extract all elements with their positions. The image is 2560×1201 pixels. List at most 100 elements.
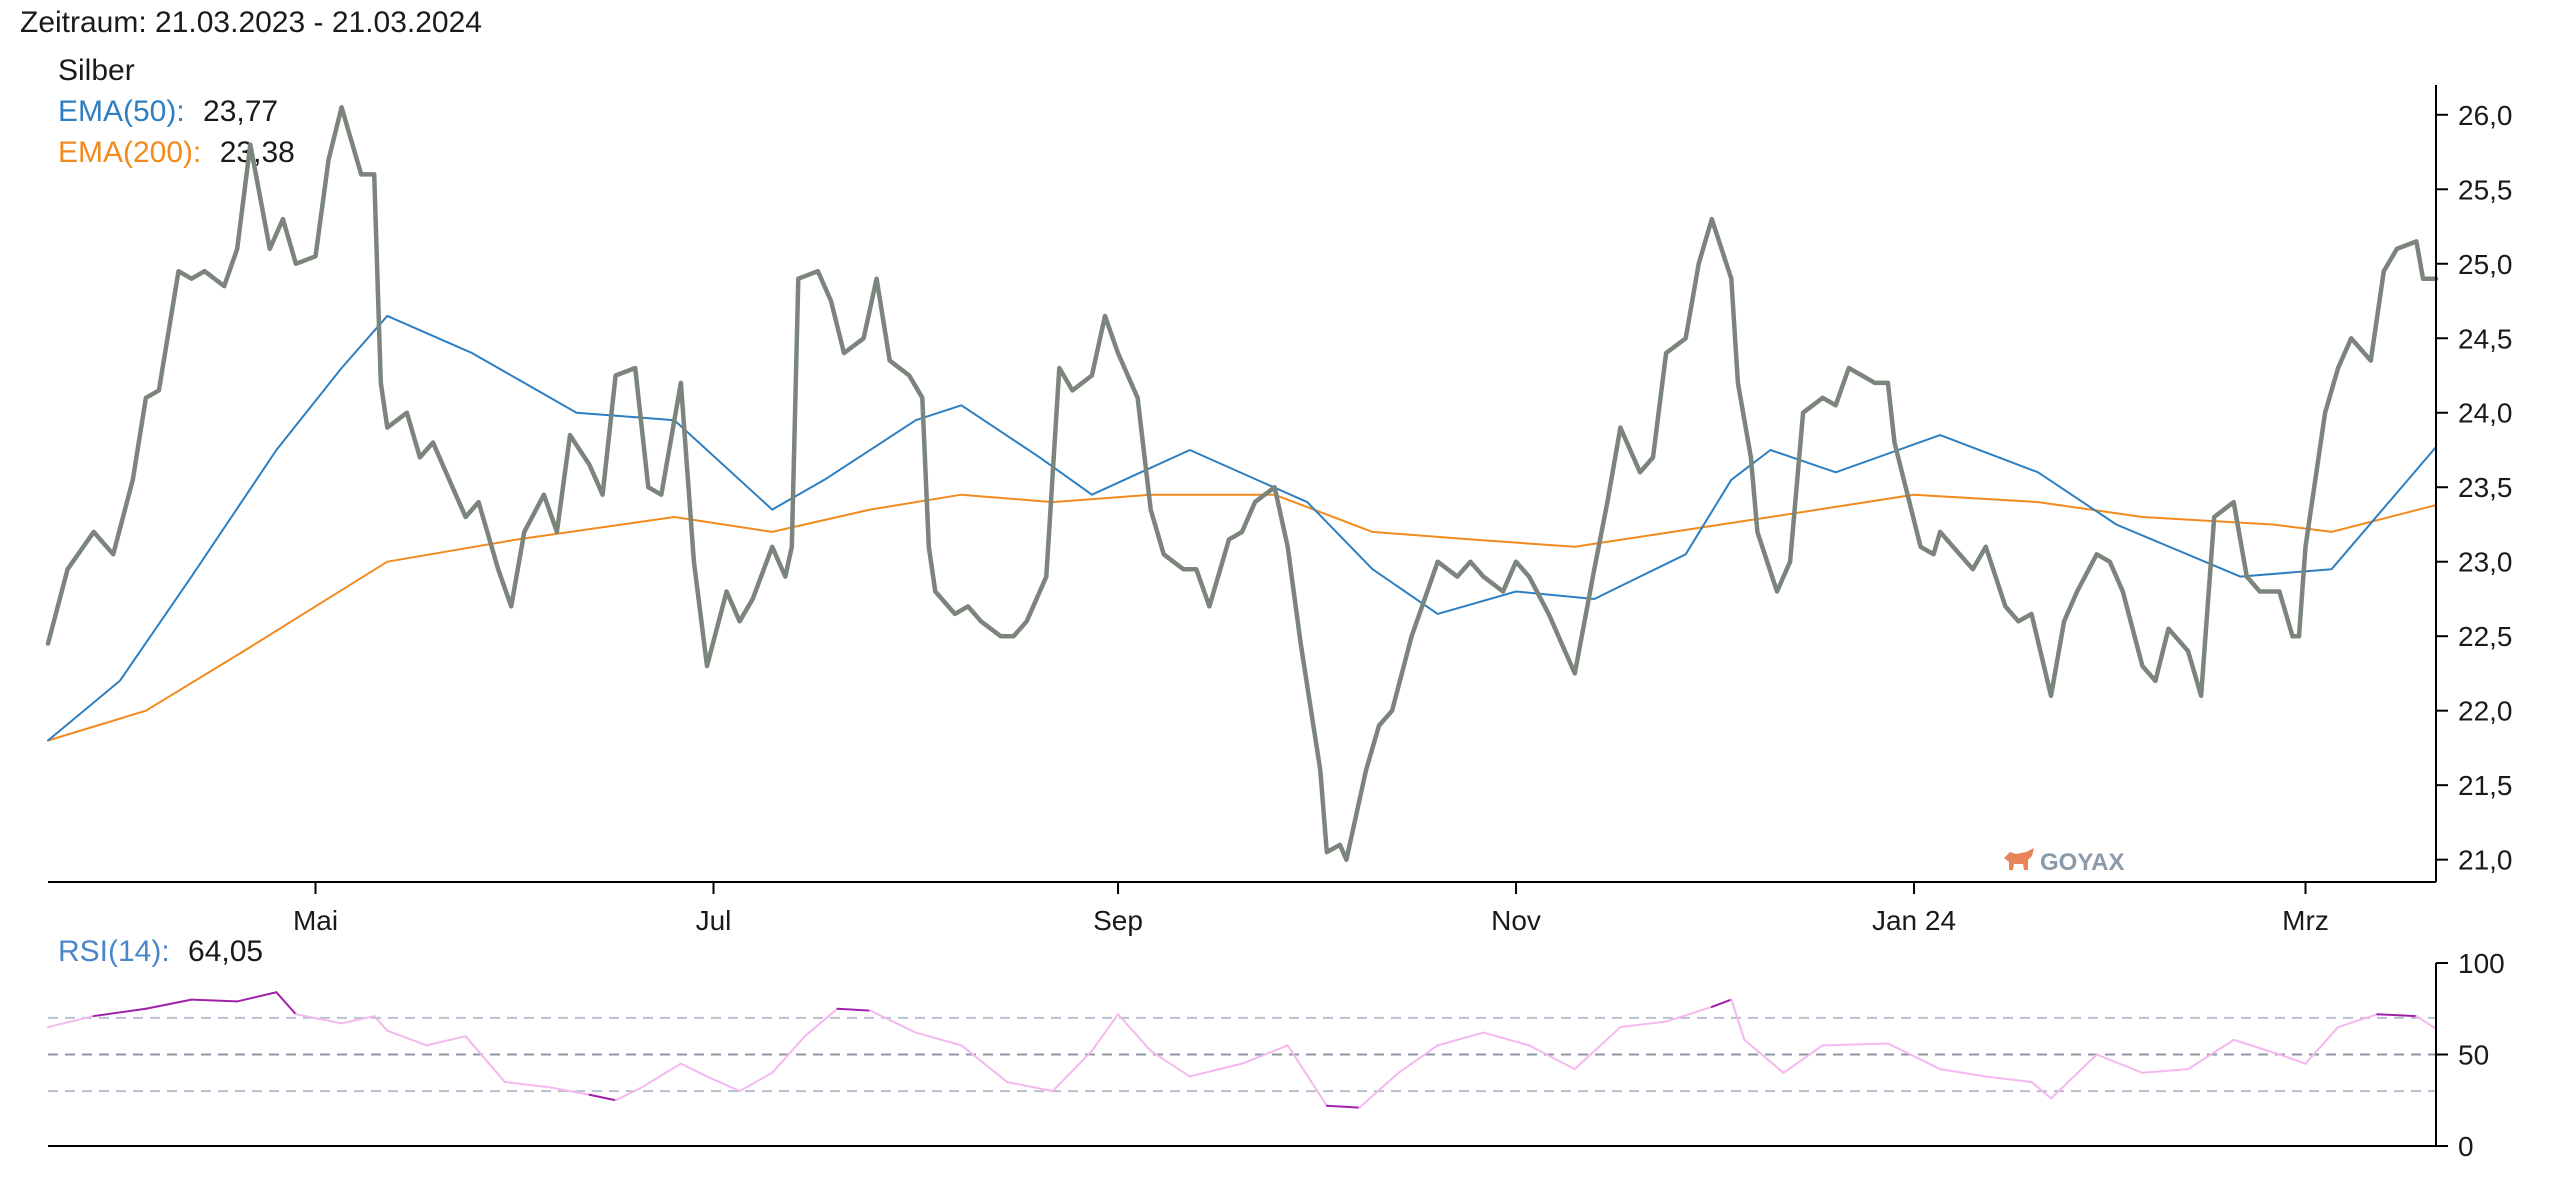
rsi-line-segment <box>869 1009 917 1034</box>
rsi-line-segment <box>275 991 297 1016</box>
asset-name: Silber <box>58 54 135 87</box>
rsi-y-tick-label: 0 <box>2458 1131 2474 1162</box>
rsi-line-segment <box>2095 1053 2144 1074</box>
rsi-line-segment <box>1397 1044 1439 1074</box>
main-y-tick-label: 23,5 <box>2458 472 2513 503</box>
ema50-line <box>47 314 2437 742</box>
main-axes <box>48 85 2437 883</box>
rsi-line-segment <box>1821 1042 1889 1047</box>
rsi-line-segment <box>1241 1044 1289 1065</box>
rsi-line-segment <box>1939 1068 1987 1078</box>
main-y-tick-label: 21,5 <box>2458 770 2513 801</box>
rsi-line-segment <box>803 1007 839 1038</box>
rsi-line-segment <box>2050 1053 2098 1100</box>
rsi-line-segment <box>836 1007 872 1012</box>
ema200-legend: EMA(200): 23,38 <box>58 136 295 169</box>
rsi-line-segment <box>1325 1104 1361 1109</box>
rsi-line-segment <box>2141 1068 2190 1074</box>
x-tick-label: Jul <box>696 905 732 936</box>
rsi-line-segment <box>1730 998 1746 1041</box>
rsi-line-segment <box>1188 1062 1243 1078</box>
rsi-line-segment <box>705 1075 741 1093</box>
watermark-text: GOYAX <box>2040 849 2124 876</box>
main-y-tick-label: 23,0 <box>2458 547 2513 578</box>
ema50-legend-label: EMA(50): <box>58 95 185 128</box>
main-y-tick-label: 25,0 <box>2458 249 2513 280</box>
rsi-line-segment <box>1782 1044 1824 1074</box>
rsi-line-segment <box>1358 1071 1400 1109</box>
rsi-line-segment <box>503 1080 552 1089</box>
main-y-tick-label: 26,0 <box>2458 100 2513 131</box>
rsi-line-segment <box>47 1015 95 1029</box>
rsi-line-segment <box>2337 1013 2379 1029</box>
rsi-line-segment <box>2376 1013 2418 1018</box>
rsi-y-tick-label: 50 <box>2458 1040 2489 1071</box>
main-y-tick-label: 24,0 <box>2458 398 2513 429</box>
main-y-ticks: 21,0 21,5 22,0 22,5 23,0 23,5 24,0 24,5 25,0 25,5… <box>2436 100 2513 876</box>
ema50-legend: EMA(50): 23,77 <box>58 95 278 128</box>
main-y-tick-label: 25,5 <box>2458 174 2513 205</box>
ema200-legend-label: EMA(200): <box>58 136 201 169</box>
rsi-line-segment <box>1528 1044 1576 1071</box>
rsi-line-segment <box>588 1093 617 1102</box>
rsi-line-segment <box>2415 1015 2437 1030</box>
rsi-line-segment <box>373 1015 389 1032</box>
rsi-line-segment <box>960 1044 1009 1083</box>
rsi-line-segment <box>640 1062 682 1089</box>
price-line-silber <box>45 105 2439 862</box>
rsi-line-segment <box>914 1031 963 1047</box>
rsi-line-segment <box>464 1035 506 1083</box>
rsi-line-segment <box>92 1007 147 1018</box>
rsi-line-segment <box>549 1086 591 1096</box>
ema50-legend-value: 23,77 <box>203 95 278 128</box>
rsi-reference-lines <box>48 1016 2436 1093</box>
rsi-line-segment <box>1743 1038 1785 1074</box>
rsi-line-segment <box>190 998 239 1003</box>
rsi-legend-value: 64,05 <box>188 935 263 968</box>
rsi-line-segment <box>1117 1013 1152 1052</box>
rsi-y-tick-label: 100 <box>2458 948 2505 979</box>
rsi-line-segment <box>1051 1049 1093 1093</box>
rsi-line-segment <box>2278 1053 2307 1065</box>
rsi-line-segment <box>425 1035 467 1047</box>
ema200-legend-value: 23,38 <box>220 136 295 169</box>
rsi-line-segment <box>1886 1042 1942 1071</box>
rsi-line-segment <box>1090 1013 1120 1052</box>
period-label: Zeitraum: 21.03.2023 - 21.03.2024 <box>20 6 482 39</box>
rsi-line-segment <box>1149 1049 1191 1078</box>
rsi-legend: RSI(14): 64,05 <box>58 935 263 968</box>
rsi-line-segment <box>1482 1031 1531 1047</box>
x-tick-label: Jan 24 <box>1872 905 1956 936</box>
main-y-tick-label: 22,0 <box>2458 696 2513 727</box>
rsi-line-segment <box>1006 1080 1054 1093</box>
rsi-line-segment <box>2030 1080 2053 1100</box>
rsi-line-segment <box>1984 1075 2033 1083</box>
rsi-legend-label: RSI(14): <box>58 935 170 968</box>
goyax-watermark: GOYAX <box>2004 848 2124 876</box>
rsi-line-segment <box>2304 1026 2340 1065</box>
main-series <box>45 105 2439 862</box>
rsi-y-ticks: 0 50 100 <box>2436 948 2505 1162</box>
x-tick-label: Mai <box>293 905 338 936</box>
rsi-line-segment <box>340 1015 376 1025</box>
rsi-line-segment <box>1619 1020 1668 1029</box>
x-tick-label: Mrz <box>2282 905 2329 936</box>
bull-icon <box>2004 848 2034 870</box>
rsi-line-segment <box>2187 1038 2235 1071</box>
rsi-line-segment <box>2232 1038 2281 1056</box>
rsi-line-segment <box>236 991 278 1003</box>
rsi-line-segment <box>386 1029 428 1047</box>
rsi-line-segment <box>144 998 193 1010</box>
rsi-line-segment <box>1573 1026 1622 1071</box>
rsi-line-segment <box>679 1062 708 1078</box>
main-y-tick-label: 24,5 <box>2458 323 2513 354</box>
rsi-series <box>47 991 2437 1109</box>
rsi-line-segment <box>294 1013 343 1025</box>
main-y-tick-label: 21,0 <box>2458 845 2513 876</box>
main-y-tick-label: 22,5 <box>2458 621 2513 652</box>
rsi-line-segment <box>771 1035 806 1074</box>
rsi-line-segment <box>738 1071 774 1093</box>
x-tick-label: Sep <box>1093 905 1143 936</box>
rsi-line-segment <box>1710 998 1733 1008</box>
